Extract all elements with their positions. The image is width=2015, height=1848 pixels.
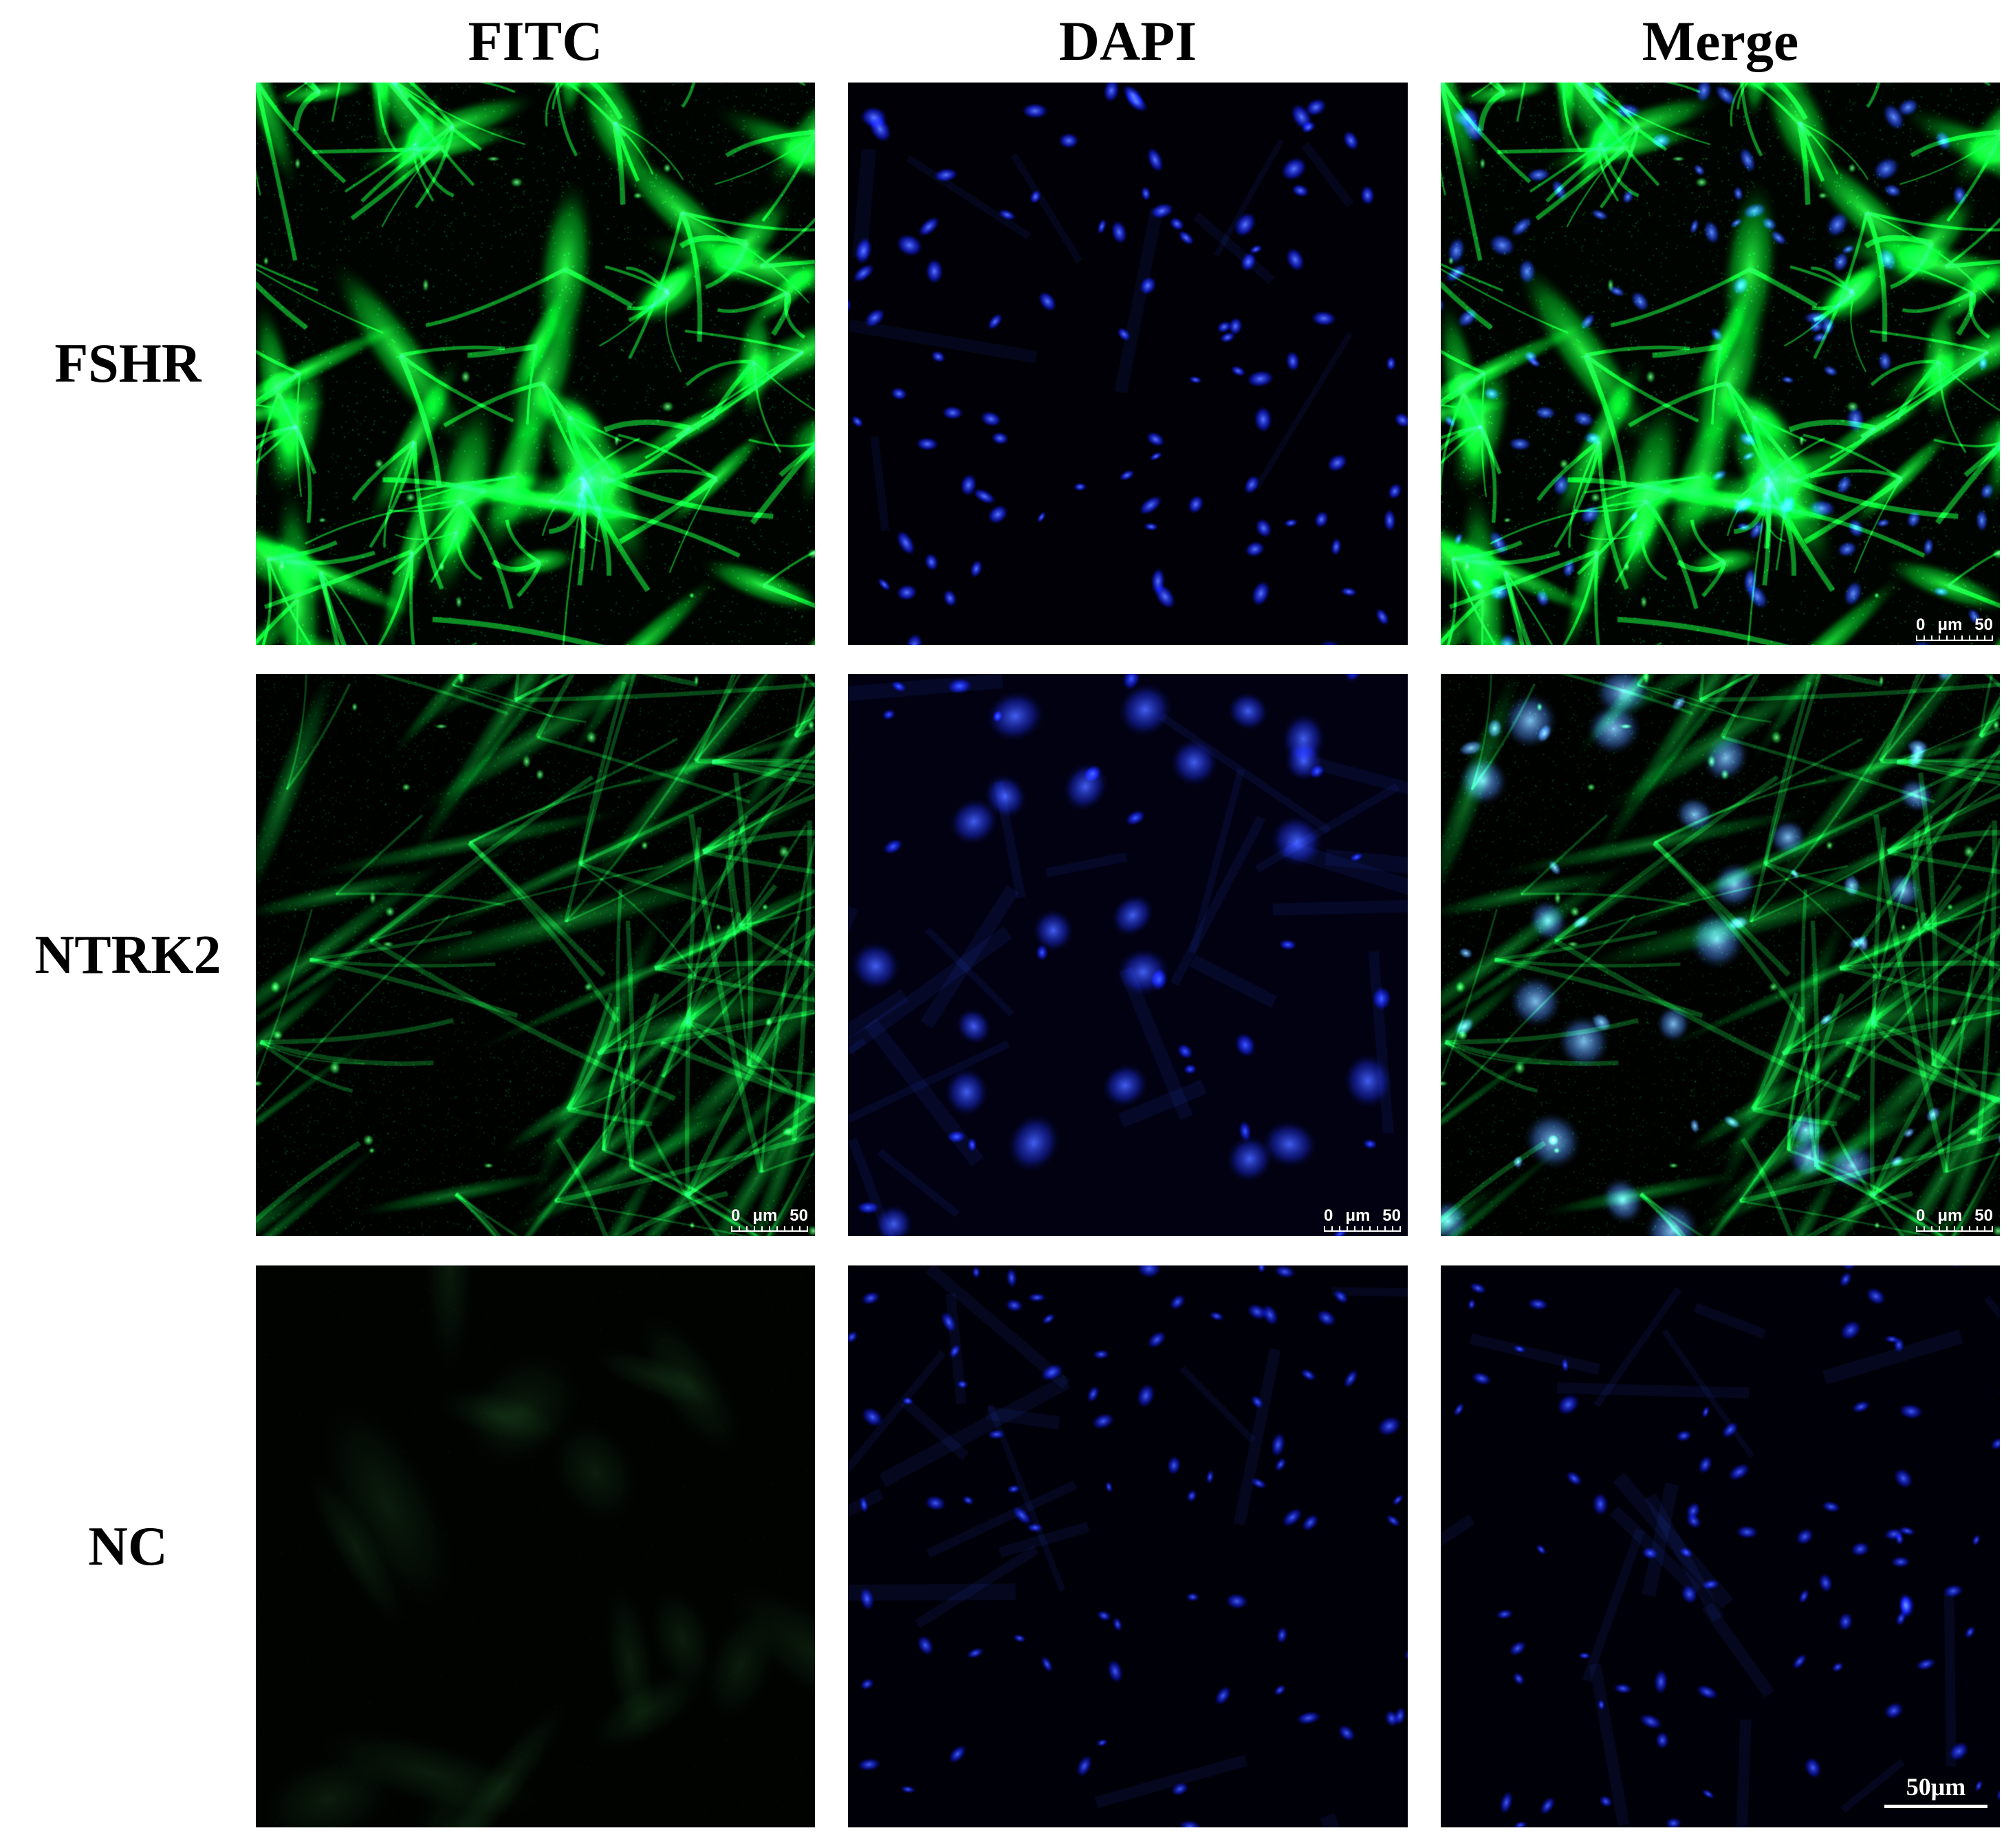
scale-bar-max: 50 (1974, 616, 1993, 634)
column-header-fitc: FITC (468, 10, 603, 72)
row-label-ntrk2: NTRK2 (34, 924, 221, 986)
scale-bar-unit: μm (752, 1206, 778, 1225)
micrograph-nc-fitc (256, 1265, 815, 1827)
micrograph-panel-ntrk2-fitc: 0 μm 50 (256, 674, 815, 1236)
scale-bar-ruler-line (1916, 1226, 1993, 1232)
micrograph-fshr-fitc (256, 83, 815, 645)
scale-bar-max: 50 (789, 1206, 808, 1225)
micrograph-fshr-merge (1441, 83, 2000, 645)
row-label-fshr: FSHR (54, 334, 202, 394)
micrograph-nc-dapi (848, 1265, 1408, 1827)
micrograph-panel-ntrk2-dapi: 0 μm 50 (848, 674, 1408, 1236)
micrograph-fshr-dapi (848, 83, 1408, 645)
scale-bar-min: 0 (1916, 616, 1926, 634)
scale-bar: 50μm (1884, 1774, 1987, 1808)
scale-bar-min: 0 (1916, 1206, 1926, 1225)
scale-bar-min: 0 (1324, 1206, 1333, 1225)
micrograph-panel-ntrk2-merge: 0 μm 50 (1441, 674, 2000, 1236)
micrograph-ntrk2-merge (1441, 674, 2000, 1236)
scale-bar-max: 50 (1382, 1206, 1401, 1225)
micrograph-ntrk2-fitc (256, 674, 815, 1236)
scale-bar-ruler-line (731, 1226, 808, 1232)
micrograph-panel-fshr-fitc (256, 83, 815, 645)
scale-bar-min: 0 (731, 1206, 741, 1225)
row-label-nc: NC (88, 1516, 168, 1577)
scale-bar-line (1884, 1805, 1987, 1808)
micrograph-panel-fshr-dapi (848, 83, 1408, 645)
scale-bar-unit: μm (1937, 616, 1963, 634)
column-header-dapi: DAPI (1058, 10, 1197, 72)
micrograph-panel-nc-fitc (256, 1265, 815, 1827)
micrograph-panel-nc-dapi (848, 1265, 1408, 1827)
scale-bar-ruler: 0 μm 50 (731, 1208, 808, 1232)
scale-bar-ruler: 0 μm 50 (1916, 617, 1993, 641)
scale-bar-max: 50 (1974, 1206, 1993, 1225)
micrograph-ntrk2-dapi (848, 674, 1408, 1236)
micrograph-panel-nc-merge: 50μm (1441, 1265, 2000, 1827)
scale-bar-ruler-line (1324, 1226, 1401, 1232)
scale-bar-ruler: 0 μm 50 (1916, 1208, 1993, 1232)
micrograph-panel-fshr-merge: 0 μm 50 (1441, 83, 2000, 645)
micrograph-nc-merge (1441, 1265, 2000, 1827)
scale-bar-ruler: 0 μm 50 (1324, 1208, 1401, 1232)
scale-bar-ruler-line (1916, 635, 1993, 641)
scale-bar-unit: μm (1937, 1206, 1963, 1225)
column-header-merge: Merge (1642, 10, 1799, 72)
scale-bar-label: 50μm (1906, 1773, 1966, 1801)
scale-bar-unit: μm (1345, 1206, 1371, 1225)
